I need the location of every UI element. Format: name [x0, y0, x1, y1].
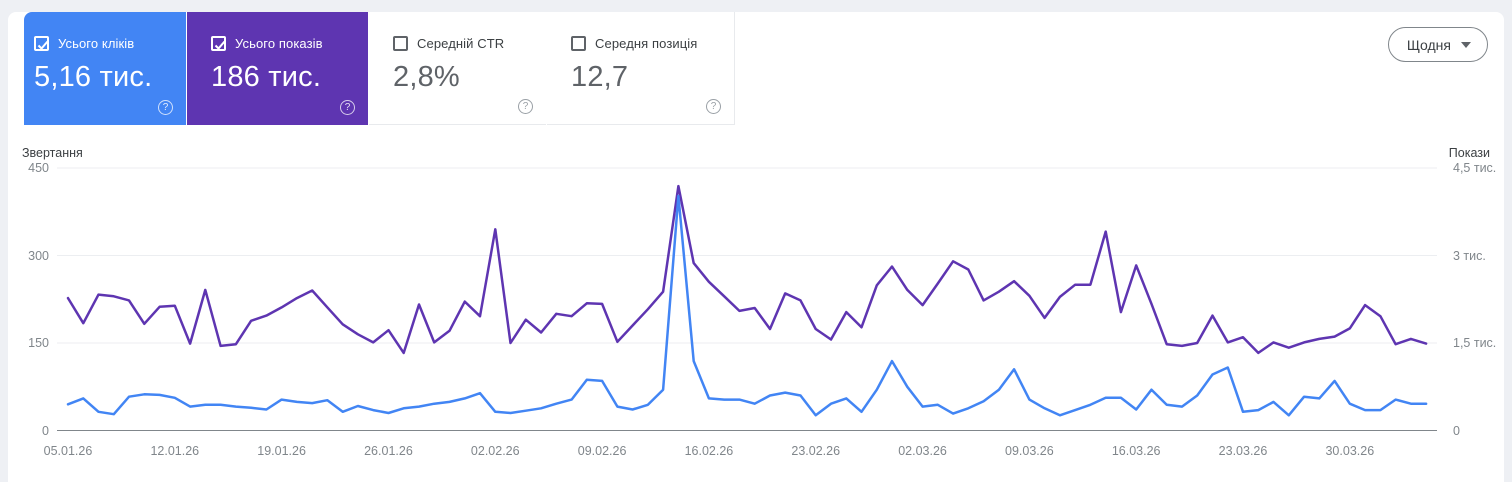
- granularity-select[interactable]: Щодня: [1387, 27, 1488, 62]
- x-axis-date-tick: 30.03.26: [1325, 444, 1375, 458]
- x-axis-date-tick: 02.02.26: [470, 444, 520, 458]
- card-header: Середній CTR: [393, 34, 546, 52]
- position-checkbox[interactable]: [571, 35, 586, 51]
- metric-card-average-position[interactable]: Середня позиція 12,7 ?: [547, 12, 735, 125]
- right-axis-tick: 0: [1453, 423, 1460, 438]
- granularity-label: Щодня: [1406, 36, 1451, 53]
- x-axis-date-tick: 05.01.26: [43, 444, 93, 458]
- card-header: Середня позиція: [571, 34, 734, 52]
- card-label: Середній CTR: [417, 35, 505, 51]
- metric-card-total-impressions[interactable]: Усього показів 186 тис. ?: [187, 12, 368, 125]
- right-axis-title: Покази: [1448, 146, 1490, 160]
- x-axis-date-tick: 19.01.26: [257, 444, 306, 458]
- help-icon[interactable]: ?: [518, 99, 533, 114]
- x-axis-date-tick: 16.02.26: [684, 444, 734, 458]
- metric-cards-row: Усього кліків 5,16 тис. ? Усього показів…: [8, 12, 1504, 125]
- card-label: Усього показів: [235, 35, 323, 51]
- x-axis-date-tick: 26.01.26: [364, 444, 413, 458]
- card-header: Усього показів: [211, 34, 368, 52]
- help-icon[interactable]: ?: [158, 100, 173, 115]
- card-label: Усього кліків: [58, 35, 135, 51]
- clicks-checkbox[interactable]: [34, 35, 49, 51]
- help-icon[interactable]: ?: [706, 99, 721, 114]
- x-axis-date-tick: 12.01.26: [150, 444, 200, 458]
- impressions-checkbox[interactable]: [211, 35, 226, 51]
- x-axis-date-tick: 09.02.26: [577, 444, 627, 458]
- metric-card-total-clicks[interactable]: Усього кліків 5,16 тис. ?: [24, 12, 186, 125]
- x-axis-date-tick: 23.03.26: [1218, 444, 1268, 458]
- x-axis-date-tick: 02.03.26: [898, 444, 947, 458]
- card-label: Середня позиція: [595, 35, 698, 51]
- card-header: Усього кліків: [34, 34, 186, 52]
- right-axis-tick: 1,5 тис.: [1453, 336, 1497, 350]
- series-line-Покази: [66, 184, 1428, 355]
- right-axis-tick: 3 тис.: [1453, 248, 1486, 263]
- metric-card-average-ctr[interactable]: Середній CTR 2,8% ?: [369, 12, 546, 125]
- right-axis-tick: 4,5 тис.: [1453, 161, 1497, 175]
- left-axis-title: Звертання: [22, 146, 83, 160]
- help-icon[interactable]: ?: [340, 100, 355, 115]
- left-axis-tick: 300: [28, 248, 49, 263]
- chevron-down-icon: [1461, 41, 1471, 48]
- left-axis-tick: 0: [42, 423, 49, 438]
- card-value: 2,8%: [393, 61, 460, 93]
- left-axis-tick: 450: [28, 161, 49, 175]
- series-line-Кліки: [66, 194, 1428, 417]
- x-axis-date-tick: 16.03.26: [1111, 444, 1161, 458]
- performance-panel: Усього кліків 5,16 тис. ? Усього показів…: [8, 12, 1504, 482]
- x-axis-date-tick: 23.02.26: [791, 444, 841, 458]
- x-axis-date-tick: 09.03.26: [1005, 444, 1054, 458]
- card-value: 5,16 тис.: [34, 61, 153, 93]
- left-axis-tick: 150: [28, 336, 49, 350]
- card-value: 12,7: [571, 61, 629, 93]
- card-value: 186 тис.: [211, 61, 322, 93]
- checkmark-icon: [214, 40, 226, 50]
- ctr-checkbox[interactable]: [393, 35, 408, 51]
- checkmark-icon: [37, 40, 49, 50]
